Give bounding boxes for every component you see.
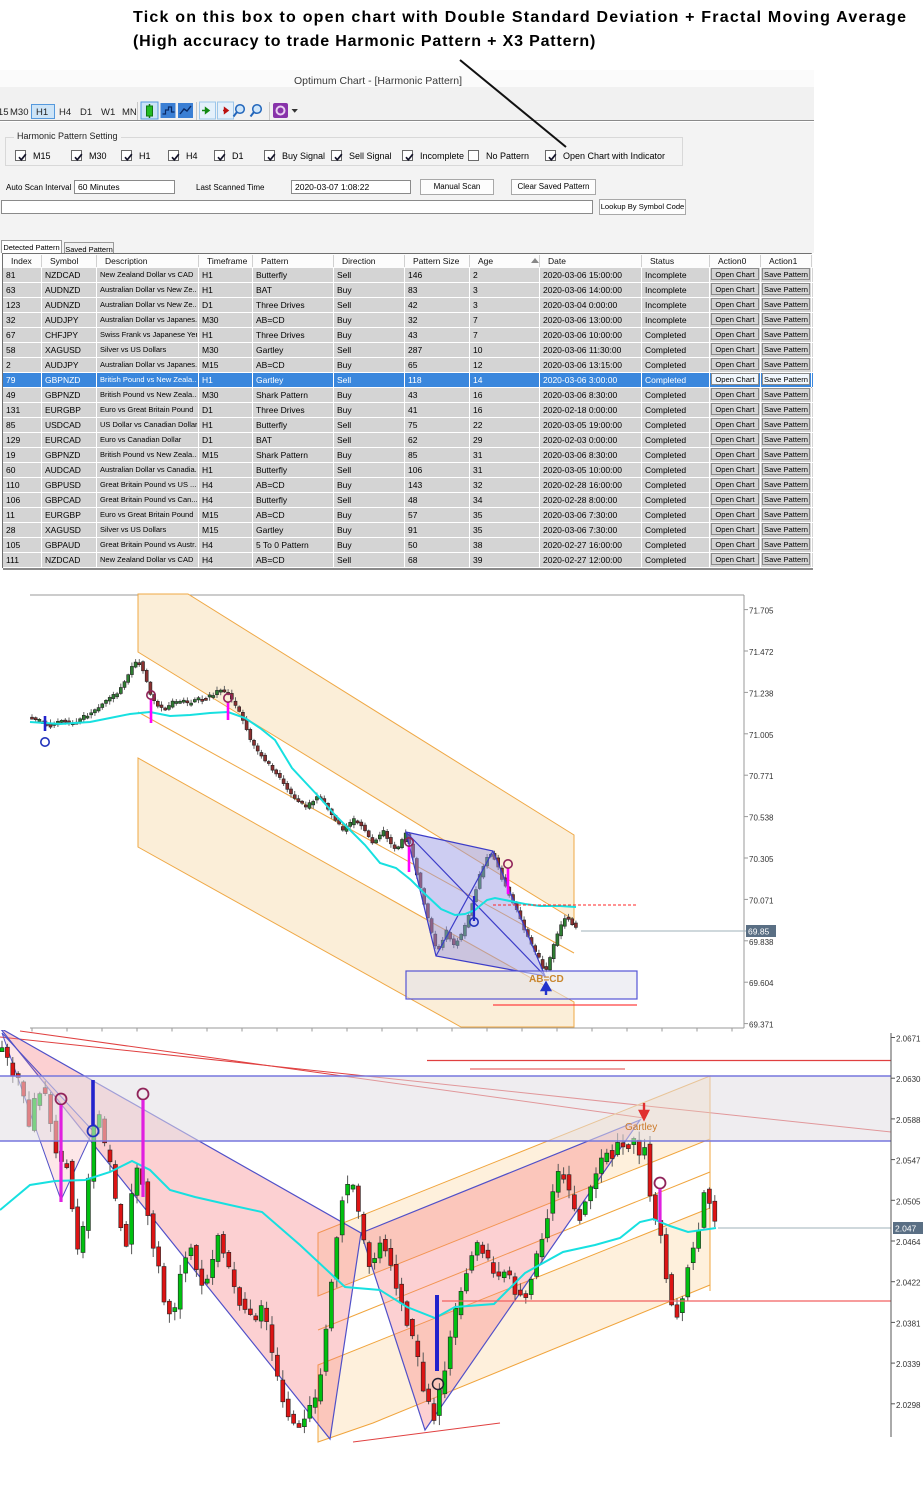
svg-text:70.305: 70.305 (749, 855, 774, 864)
svg-text:2.0381: 2.0381 (896, 1319, 921, 1328)
svg-text:71.238: 71.238 (749, 689, 774, 698)
svg-text:69.371: 69.371 (749, 1021, 774, 1030)
svg-text:2.0588: 2.0588 (896, 1116, 921, 1125)
svg-text:71.005: 71.005 (749, 731, 774, 740)
svg-text:71.472: 71.472 (749, 648, 774, 657)
svg-text:70.071: 70.071 (749, 896, 774, 905)
svg-text:69.838: 69.838 (749, 938, 774, 947)
svg-text:71.705: 71.705 (749, 607, 774, 616)
svg-text:70.771: 70.771 (749, 772, 774, 781)
svg-text:2.0464: 2.0464 (896, 1238, 921, 1247)
svg-text:AB=CD: AB=CD (529, 974, 564, 985)
svg-text:2.0630: 2.0630 (896, 1075, 921, 1084)
svg-text:69.604: 69.604 (749, 979, 774, 988)
svg-text:69.85: 69.85 (748, 927, 770, 937)
svg-text:2.0671: 2.0671 (896, 1035, 921, 1044)
svg-text:2.047: 2.047 (895, 1224, 917, 1234)
svg-text:2.0505: 2.0505 (896, 1197, 921, 1206)
svg-text:2.0547: 2.0547 (896, 1157, 921, 1166)
svg-text:2.0298: 2.0298 (896, 1401, 921, 1410)
svg-text:Gartley: Gartley (625, 1122, 657, 1133)
svg-text:2.0339: 2.0339 (896, 1360, 921, 1369)
svg-text:70.538: 70.538 (749, 814, 774, 823)
svg-text:2.0422: 2.0422 (896, 1279, 921, 1288)
